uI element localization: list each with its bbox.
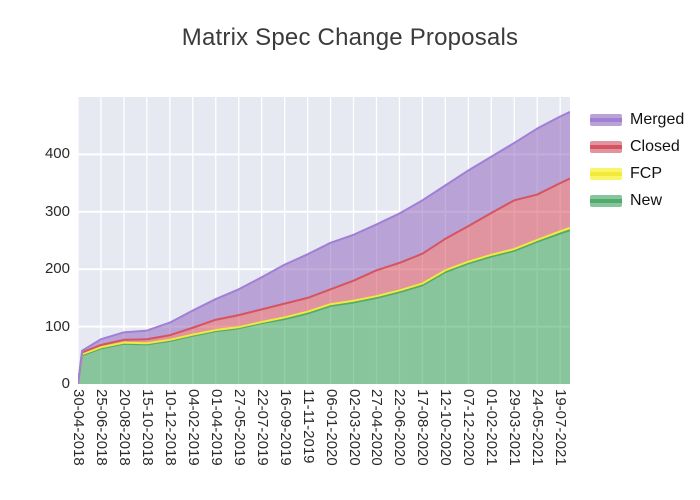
x-tick-label: 06-01-2020	[322, 389, 340, 466]
plot-area[interactable]	[78, 97, 570, 384]
x-tick-label: 22-07-2019	[253, 389, 271, 466]
legend-item-merged[interactable]: Merged	[590, 106, 684, 133]
y-tick-label: 200	[44, 260, 70, 278]
x-tick-label: 15-10-2018	[138, 389, 156, 466]
line-new	[78, 229, 570, 384]
x-tick-label: 30-04-2018	[70, 389, 87, 466]
x-tick-label: 02-03-2020	[345, 389, 363, 466]
x-tick-label: 11-11-2019	[299, 389, 317, 464]
legend-swatch-line	[590, 117, 622, 122]
legend-swatch-icon	[590, 140, 622, 153]
legend-item-fcp[interactable]: FCP	[590, 160, 684, 187]
x-tick-label: 07-12-2020	[460, 389, 478, 466]
legend: Merged Closed FCP New	[590, 106, 684, 214]
x-tick-label: 27-04-2020	[368, 389, 386, 466]
y-tick-label: 400	[44, 145, 70, 163]
x-tick-label: 29-03-2021	[506, 389, 524, 466]
y-tick-label: 100	[44, 317, 70, 335]
legend-swatch-line	[590, 198, 622, 203]
x-tick-label: 16-09-2019	[276, 389, 294, 466]
legend-label: Closed	[630, 137, 680, 155]
x-tick-label: 25-06-2018	[92, 389, 110, 466]
legend-swatch-icon	[590, 113, 622, 126]
legend-label: Merged	[630, 110, 685, 128]
legend-swatch-icon	[590, 194, 622, 207]
x-tick-label: 22-06-2020	[391, 389, 409, 466]
area-new	[78, 230, 570, 384]
x-tick-label: 01-02-2021	[483, 389, 501, 466]
y-tick-label: 0	[61, 375, 70, 392]
chart-title: Matrix Spec Change Proposals	[181, 24, 519, 51]
legend-swatch-icon	[590, 167, 622, 180]
x-tick-label: 10-12-2018	[161, 389, 179, 466]
line-merged	[78, 111, 570, 384]
x-tick-label: 01-04-2019	[207, 389, 225, 466]
x-tick-label: 19-07-2021	[552, 389, 570, 466]
y-tick-label: 300	[44, 202, 70, 220]
x-tick-label: 04-02-2019	[184, 389, 202, 466]
stacked-area-plot	[78, 97, 570, 384]
legend-item-closed[interactable]: Closed	[590, 133, 684, 160]
legend-swatch-line	[590, 171, 622, 176]
legend-label: New	[630, 191, 663, 209]
legend-item-new[interactable]: New	[590, 187, 684, 214]
x-tick-label: 17-08-2020	[414, 389, 432, 466]
x-tick-label: 27-05-2019	[230, 389, 248, 466]
legend-swatch-line	[590, 144, 622, 149]
legend-label: FCP	[630, 164, 662, 182]
x-tick-label: 24-05-2021	[529, 389, 547, 466]
x-tick-label: 20-08-2018	[115, 389, 133, 466]
line-fcp	[78, 226, 570, 384]
area-merged	[78, 111, 570, 384]
line-closed	[78, 177, 570, 384]
x-tick-label: 12-10-2020	[437, 389, 455, 466]
